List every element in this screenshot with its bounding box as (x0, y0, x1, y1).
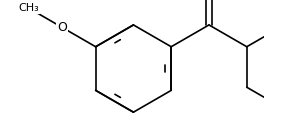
Text: O: O (57, 21, 67, 34)
Text: CH₃: CH₃ (18, 3, 39, 13)
